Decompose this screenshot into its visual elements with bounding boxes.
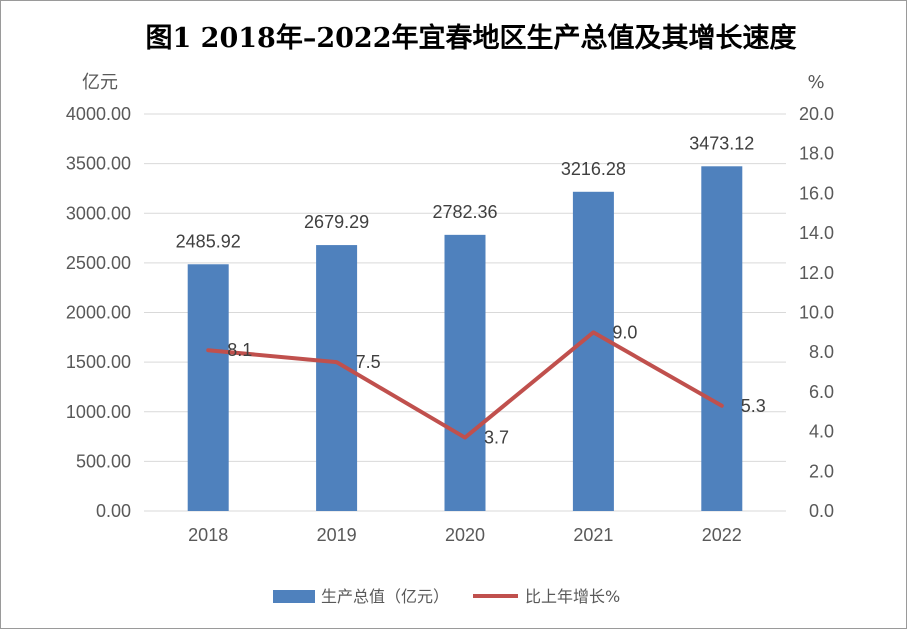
left-tick-label: 4000.00 [66,104,131,124]
right-axis-unit: % [807,72,824,93]
line-data-labels: 8.1 7.5 3.7 9.0 5.3 [227,322,766,447]
bar-value-label: 3473.12 [689,133,754,153]
left-tick-label: 1500.00 [66,352,131,372]
left-tick-label: 3500.00 [66,154,131,174]
left-tick-label: 0.00 [96,501,131,521]
right-tick-label: 8.0 [809,342,834,362]
right-tick-label: 0.0 [809,501,834,521]
bar [187,264,229,511]
x-tick-label: 2022 [702,525,742,545]
bar-value-label: 3216.28 [561,159,626,179]
line-value-label: 8.1 [227,340,252,360]
left-tick-label: 2500.00 [66,253,131,273]
left-tick-label: 1000.00 [66,402,131,422]
x-tick-label: 2018 [188,525,228,545]
left-tick-label: 500.00 [76,451,131,471]
x-tick-label: 2021 [573,525,613,545]
right-tick-label: 20.0 [799,104,834,124]
right-tick-label: 4.0 [809,422,834,442]
left-tick-label: 3000.00 [66,203,131,223]
bar-data-labels: 2485.92 2679.29 2782.36 3216.28 3473.12 [176,133,755,251]
chart-title: 图1 2018年–2022年宜春地区生产总值及其增长速度 [146,22,797,54]
line-value-label: 7.5 [356,352,381,372]
bar-value-label: 2679.29 [304,212,369,232]
right-tick-label: 14.0 [799,223,834,243]
x-tick-label: 2020 [445,525,485,545]
legend: 生产总值（亿元） 比上年增长% [273,587,620,606]
right-tick-label: 16.0 [799,183,834,203]
legend-bar-label: 生产总值（亿元） [321,587,449,606]
line-value-label: 3.7 [484,428,509,448]
bar [701,166,743,511]
line-value-label: 9.0 [612,322,637,342]
line-value-label: 5.3 [741,396,766,416]
growth-line [206,330,724,440]
right-tick-label: 18.0 [799,144,834,164]
bar-value-label: 2485.92 [176,231,241,251]
bar-series [187,166,743,511]
right-tick-label: 10.0 [799,303,834,323]
right-tick-label: 6.0 [809,382,834,402]
right-tick-label: 2.0 [809,461,834,481]
left-axis-unit: 亿元 [82,72,118,93]
right-tick-label: 12.0 [799,263,834,283]
line-series [206,330,724,440]
legend-line-label: 比上年增长% [525,587,620,606]
x-tick-label: 2019 [317,525,357,545]
bar [572,191,614,511]
right-axis-ticks: 0.0 2.0 4.0 6.0 8.0 10.0 12.0 14.0 16.0 18.0 20.0 [799,104,834,521]
legend-bar-swatch [273,590,315,603]
bar [444,234,486,511]
bar-value-label: 2782.36 [432,202,497,222]
bar [316,245,358,511]
left-axis-ticks: 0.00 500.00 1000.00 1500.00 2000.00 2500.00 30… [66,104,131,521]
left-tick-label: 2000.00 [66,303,131,323]
x-axis-ticks: 2018 2019 2020 2021 2022 [188,525,742,545]
